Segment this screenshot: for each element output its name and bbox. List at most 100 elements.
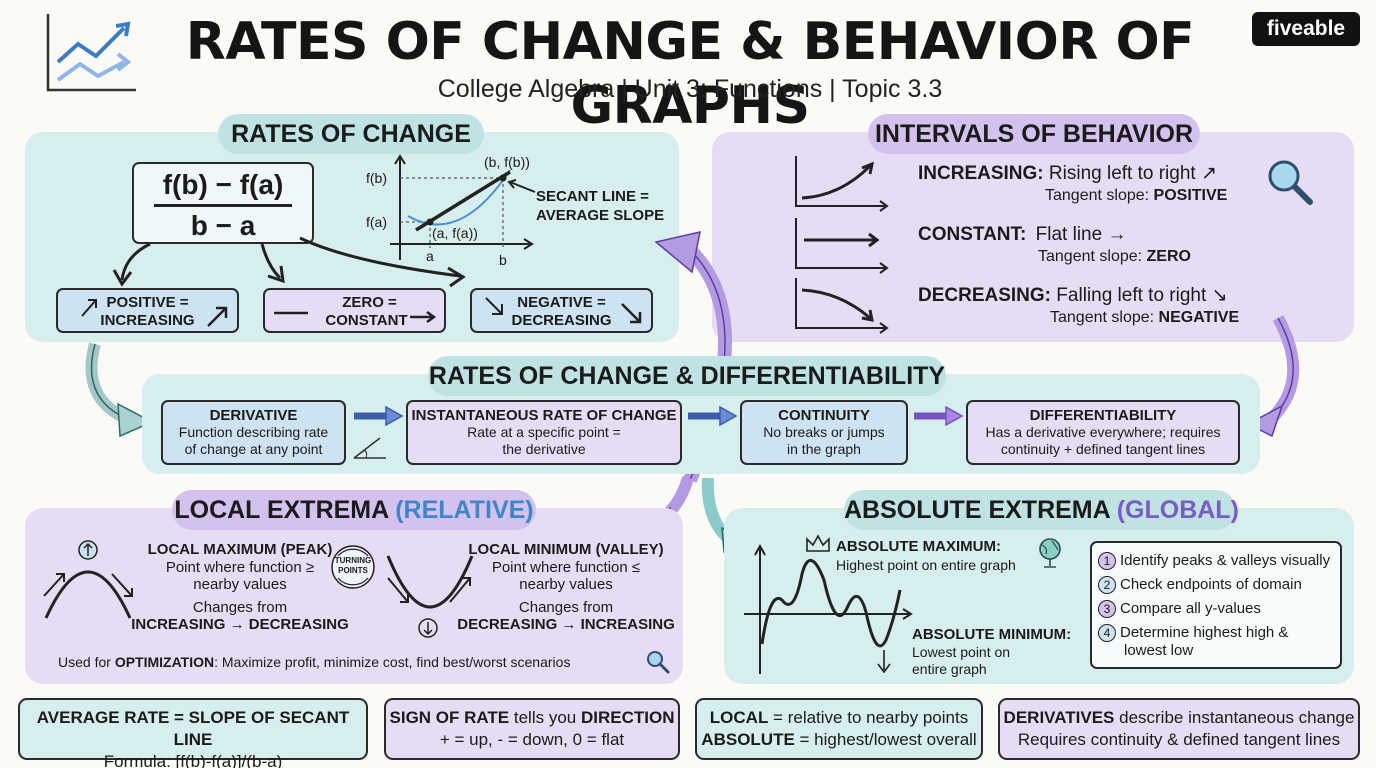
absolute-max-desc: Highest point on entire graph	[836, 557, 1016, 573]
differentiability-desc-line2: continuity + defined tangent lines	[1000, 441, 1206, 457]
secant-line-graph	[390, 154, 536, 260]
formula-arrows	[112, 236, 466, 288]
differentiability-box: DIFFERENTIABILITY Has a derivative every…	[966, 400, 1240, 465]
magnifier-icon	[1268, 160, 1313, 205]
secant-caption-line1: SECANT LINE =	[536, 188, 649, 205]
formula-denominator: b − a	[190, 210, 256, 241]
step-text: Identify peaks & valleys visually	[1120, 552, 1331, 569]
arrow-right-2	[688, 405, 738, 427]
step-text-continued: lowest low	[1124, 642, 1194, 659]
average-rate-formula: f(b) − f(a) b − a	[132, 162, 314, 244]
absolute-steps-box: 1 Identify peaks & valleys visually 2 Chec…	[1090, 541, 1342, 669]
footer-direction-term: DIRECTION	[580, 708, 675, 727]
footer-absolute-desc: = highest/lowest overall	[794, 730, 977, 749]
graph-label-a: a	[426, 248, 434, 264]
brand-name: fiveable	[1266, 17, 1346, 40]
continuity-box: CONTINUITY No breaks or jumps in the gra…	[740, 400, 908, 465]
footer-derivatives-line2: Requires continuity & defined tangent li…	[1017, 730, 1341, 749]
constant-term: CONSTANT:	[918, 224, 1027, 245]
graph-label-b: b	[499, 252, 507, 268]
zero-label: ZERO =	[342, 294, 397, 311]
absolute-extrema-title-accent: (GLOBAL)	[1116, 496, 1239, 524]
step-2: 2 Check endpoints of domain	[1098, 573, 1340, 597]
absolute-min-desc-line1: Lowest point on	[912, 644, 1011, 660]
decreasing-row: DECREASING: Falling left to right ↘	[918, 284, 1227, 308]
footer-average-rate-line2: Formula: [f(b)-f(a)]/(b-a)	[103, 752, 283, 768]
footer-sign-line2: + = up, - = down, 0 = flat	[439, 730, 625, 749]
local-min-change-line2: DECREASING → INCREASING	[457, 616, 675, 633]
constant-row: CONSTANT: Flat line →	[918, 223, 1126, 247]
page-title: RATES OF CHANGE & BEHAVIOR OF GRAPHS	[185, 12, 1195, 136]
turning-points-badge	[331, 545, 375, 589]
constant-mini-graph	[795, 218, 889, 274]
trend-arrows-icon	[46, 14, 136, 92]
absolute-max-title: ABSOLUTE MAXIMUM:	[836, 538, 1001, 555]
step-number-badge: 2	[1098, 576, 1116, 594]
absolute-extrema-graph	[744, 543, 913, 674]
zero-constant-box: ZERO = CONSTANT	[263, 288, 446, 333]
absolute-min-text: ABSOLUTE MINIMUM: Lowest point on entire…	[912, 626, 1071, 678]
local-min-change-line1: Changes from	[518, 599, 614, 616]
optimization-desc: : Maximize profit, minimize cost, find b…	[214, 654, 571, 670]
derivative-title: DERIVATIVE	[209, 407, 298, 424]
derivative-box: DERIVATIVE Function describing rate of c…	[161, 400, 346, 465]
down-arrow-icon	[485, 297, 503, 315]
arrow-right-1	[354, 405, 404, 427]
step-text: Compare all y-values	[1120, 600, 1261, 617]
footer-local-desc: = relative to nearby points	[768, 708, 969, 727]
derivative-desc-line2: of change at any point	[184, 441, 323, 457]
graph-label-point-a: (a, f(a))	[432, 225, 478, 241]
decreasing-mini-graph	[795, 278, 889, 334]
graph-label-fb: f(b)	[366, 170, 387, 186]
secant-caption: SECANT LINE = AVERAGE SLOPE	[536, 187, 664, 225]
rates-of-change-title: RATES OF CHANGE	[218, 114, 484, 154]
increasing-slope-label: Tangent slope:	[1045, 187, 1154, 204]
local-max-desc-line1: Point where function ≥	[165, 559, 315, 576]
decreasing-label: DECREASING	[511, 312, 612, 329]
increasing-label: INCREASING	[100, 312, 195, 329]
globe-icon	[1039, 538, 1061, 568]
up-arrow-icon	[81, 299, 97, 317]
increasing-row: INCREASING: Rising left to right ↗	[918, 162, 1217, 186]
instantaneous-rate-desc-line1: Rate at a specific point =	[467, 424, 621, 440]
brand-logo: fiveable	[1252, 12, 1360, 46]
local-min-desc-line2: nearby values	[519, 576, 613, 593]
magnifier-icon	[647, 651, 670, 674]
up-arrow-icon	[207, 306, 228, 327]
continuity-desc-line1: No breaks or jumps	[763, 424, 885, 440]
turning-points-label: TURNING POINTS	[328, 556, 378, 576]
footer-derivatives-term: DERIVATIVES	[1003, 708, 1115, 727]
local-max-change-line2: INCREASING → DECREASING	[131, 616, 349, 633]
step-text: Determine highest high &	[1120, 624, 1289, 641]
local-extrema-title-text: LOCAL EXTREMA	[174, 496, 396, 524]
footer-absolute-term: ABSOLUTE	[701, 730, 795, 749]
decreasing-slope-value: NEGATIVE	[1158, 309, 1240, 326]
step-number-badge: 4	[1098, 624, 1116, 642]
optimization-term: OPTIMIZATION	[114, 654, 215, 670]
footer-derivatives-desc: describe instantaneous change	[1114, 708, 1355, 727]
local-extrema-title: LOCAL EXTREMA (RELATIVE)	[172, 490, 536, 530]
instantaneous-rate-box: INSTANTANEOUS RATE OF CHANGE Rate at a s…	[406, 400, 682, 465]
differentiability-title: RATES OF CHANGE & DIFFERENTIABILITY	[428, 356, 946, 396]
absolute-min-title: ABSOLUTE MINIMUM:	[912, 626, 1072, 643]
differentiability-box-title: DIFFERENTIABILITY	[1029, 407, 1177, 424]
right-arrow-icon	[410, 310, 437, 324]
increasing-desc: Rising left to right ↗	[1048, 163, 1217, 184]
absolute-extrema-title: ABSOLUTE EXTREMA (GLOBAL)	[844, 490, 1239, 530]
intervals-of-behavior-panel	[712, 132, 1354, 342]
constant-desc: Flat line →	[1035, 224, 1127, 245]
absolute-extrema-title-text: ABSOLUTE EXTREMA	[844, 496, 1117, 524]
decreasing-slope: Tangent slope: NEGATIVE	[1050, 309, 1239, 327]
decreasing-term: DECREASING:	[918, 285, 1052, 306]
step-4: 4 Determine highest high & lowest low	[1098, 624, 1340, 660]
step-number-badge: 3	[1098, 600, 1116, 618]
continuity-title: CONTINUITY	[778, 407, 870, 424]
continuity-desc-line2: in the graph	[787, 441, 861, 457]
formula-numerator: f(b) − f(a)	[162, 169, 284, 200]
local-min-desc-line1: Point where function ≤	[491, 559, 641, 576]
down-arrow-icon	[621, 303, 642, 324]
footer-average-rate-line1: AVERAGE RATE = SLOPE OF SECANT LINE	[36, 708, 350, 749]
step-3: 3 Compare all y-values	[1098, 597, 1340, 621]
local-min-text: LOCAL MINIMUM (VALLEY) Point where funct…	[456, 540, 676, 634]
increasing-mini-graph	[795, 156, 889, 212]
